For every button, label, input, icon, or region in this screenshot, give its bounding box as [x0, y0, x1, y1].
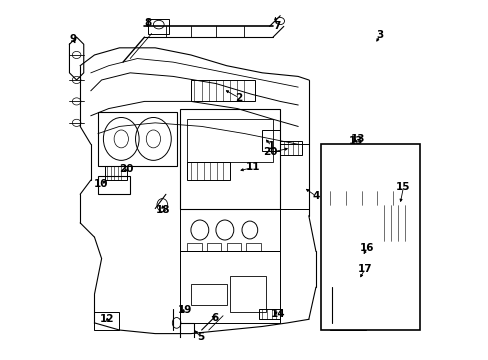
Bar [206, 243, 221, 251]
Bar [226, 243, 241, 251]
Bar [190, 284, 226, 305]
Text: 8: 8 [144, 18, 151, 28]
Text: 15: 15 [395, 182, 410, 192]
Bar [246, 243, 260, 251]
Bar [321, 144, 419, 330]
Text: 13: 13 [350, 134, 364, 144]
Bar [230, 276, 265, 312]
Text: 3: 3 [376, 30, 383, 40]
Bar [180, 251, 280, 323]
Text: 7: 7 [272, 21, 280, 31]
Bar [105, 166, 126, 180]
Bar [329, 316, 365, 330]
Bar [280, 144, 308, 208]
Bar [98, 112, 176, 166]
Bar [380, 205, 411, 241]
Bar [98, 176, 130, 194]
Text: 4: 4 [312, 191, 319, 201]
Text: 10: 10 [94, 179, 108, 189]
Bar [328, 251, 410, 280]
Text: 9: 9 [69, 34, 77, 44]
Bar [280, 141, 301, 155]
Text: 18: 18 [156, 205, 170, 215]
Bar [190, 80, 255, 102]
Bar [328, 210, 381, 235]
Bar [94, 312, 119, 330]
Bar [262, 130, 280, 152]
Bar [326, 205, 415, 241]
Text: 12: 12 [100, 314, 114, 324]
Bar [180, 208, 280, 251]
Text: 1: 1 [267, 141, 274, 151]
Bar [187, 119, 272, 162]
Text: 20: 20 [263, 148, 277, 157]
Text: 6: 6 [211, 312, 219, 323]
Text: 11: 11 [245, 162, 260, 172]
Text: 20: 20 [119, 164, 134, 174]
Text: 19: 19 [177, 305, 192, 315]
Bar [148, 19, 169, 33]
Bar [187, 243, 201, 251]
Text: 16: 16 [359, 243, 373, 253]
Text: 13: 13 [348, 136, 363, 146]
Bar [326, 241, 415, 287]
Bar [326, 191, 415, 205]
Text: 2: 2 [235, 93, 242, 103]
Text: 17: 17 [357, 264, 371, 274]
Bar [258, 309, 280, 319]
Bar [326, 148, 415, 191]
Bar [180, 109, 280, 208]
Text: 14: 14 [270, 309, 285, 319]
Text: 5: 5 [197, 332, 204, 342]
Bar [187, 162, 230, 180]
